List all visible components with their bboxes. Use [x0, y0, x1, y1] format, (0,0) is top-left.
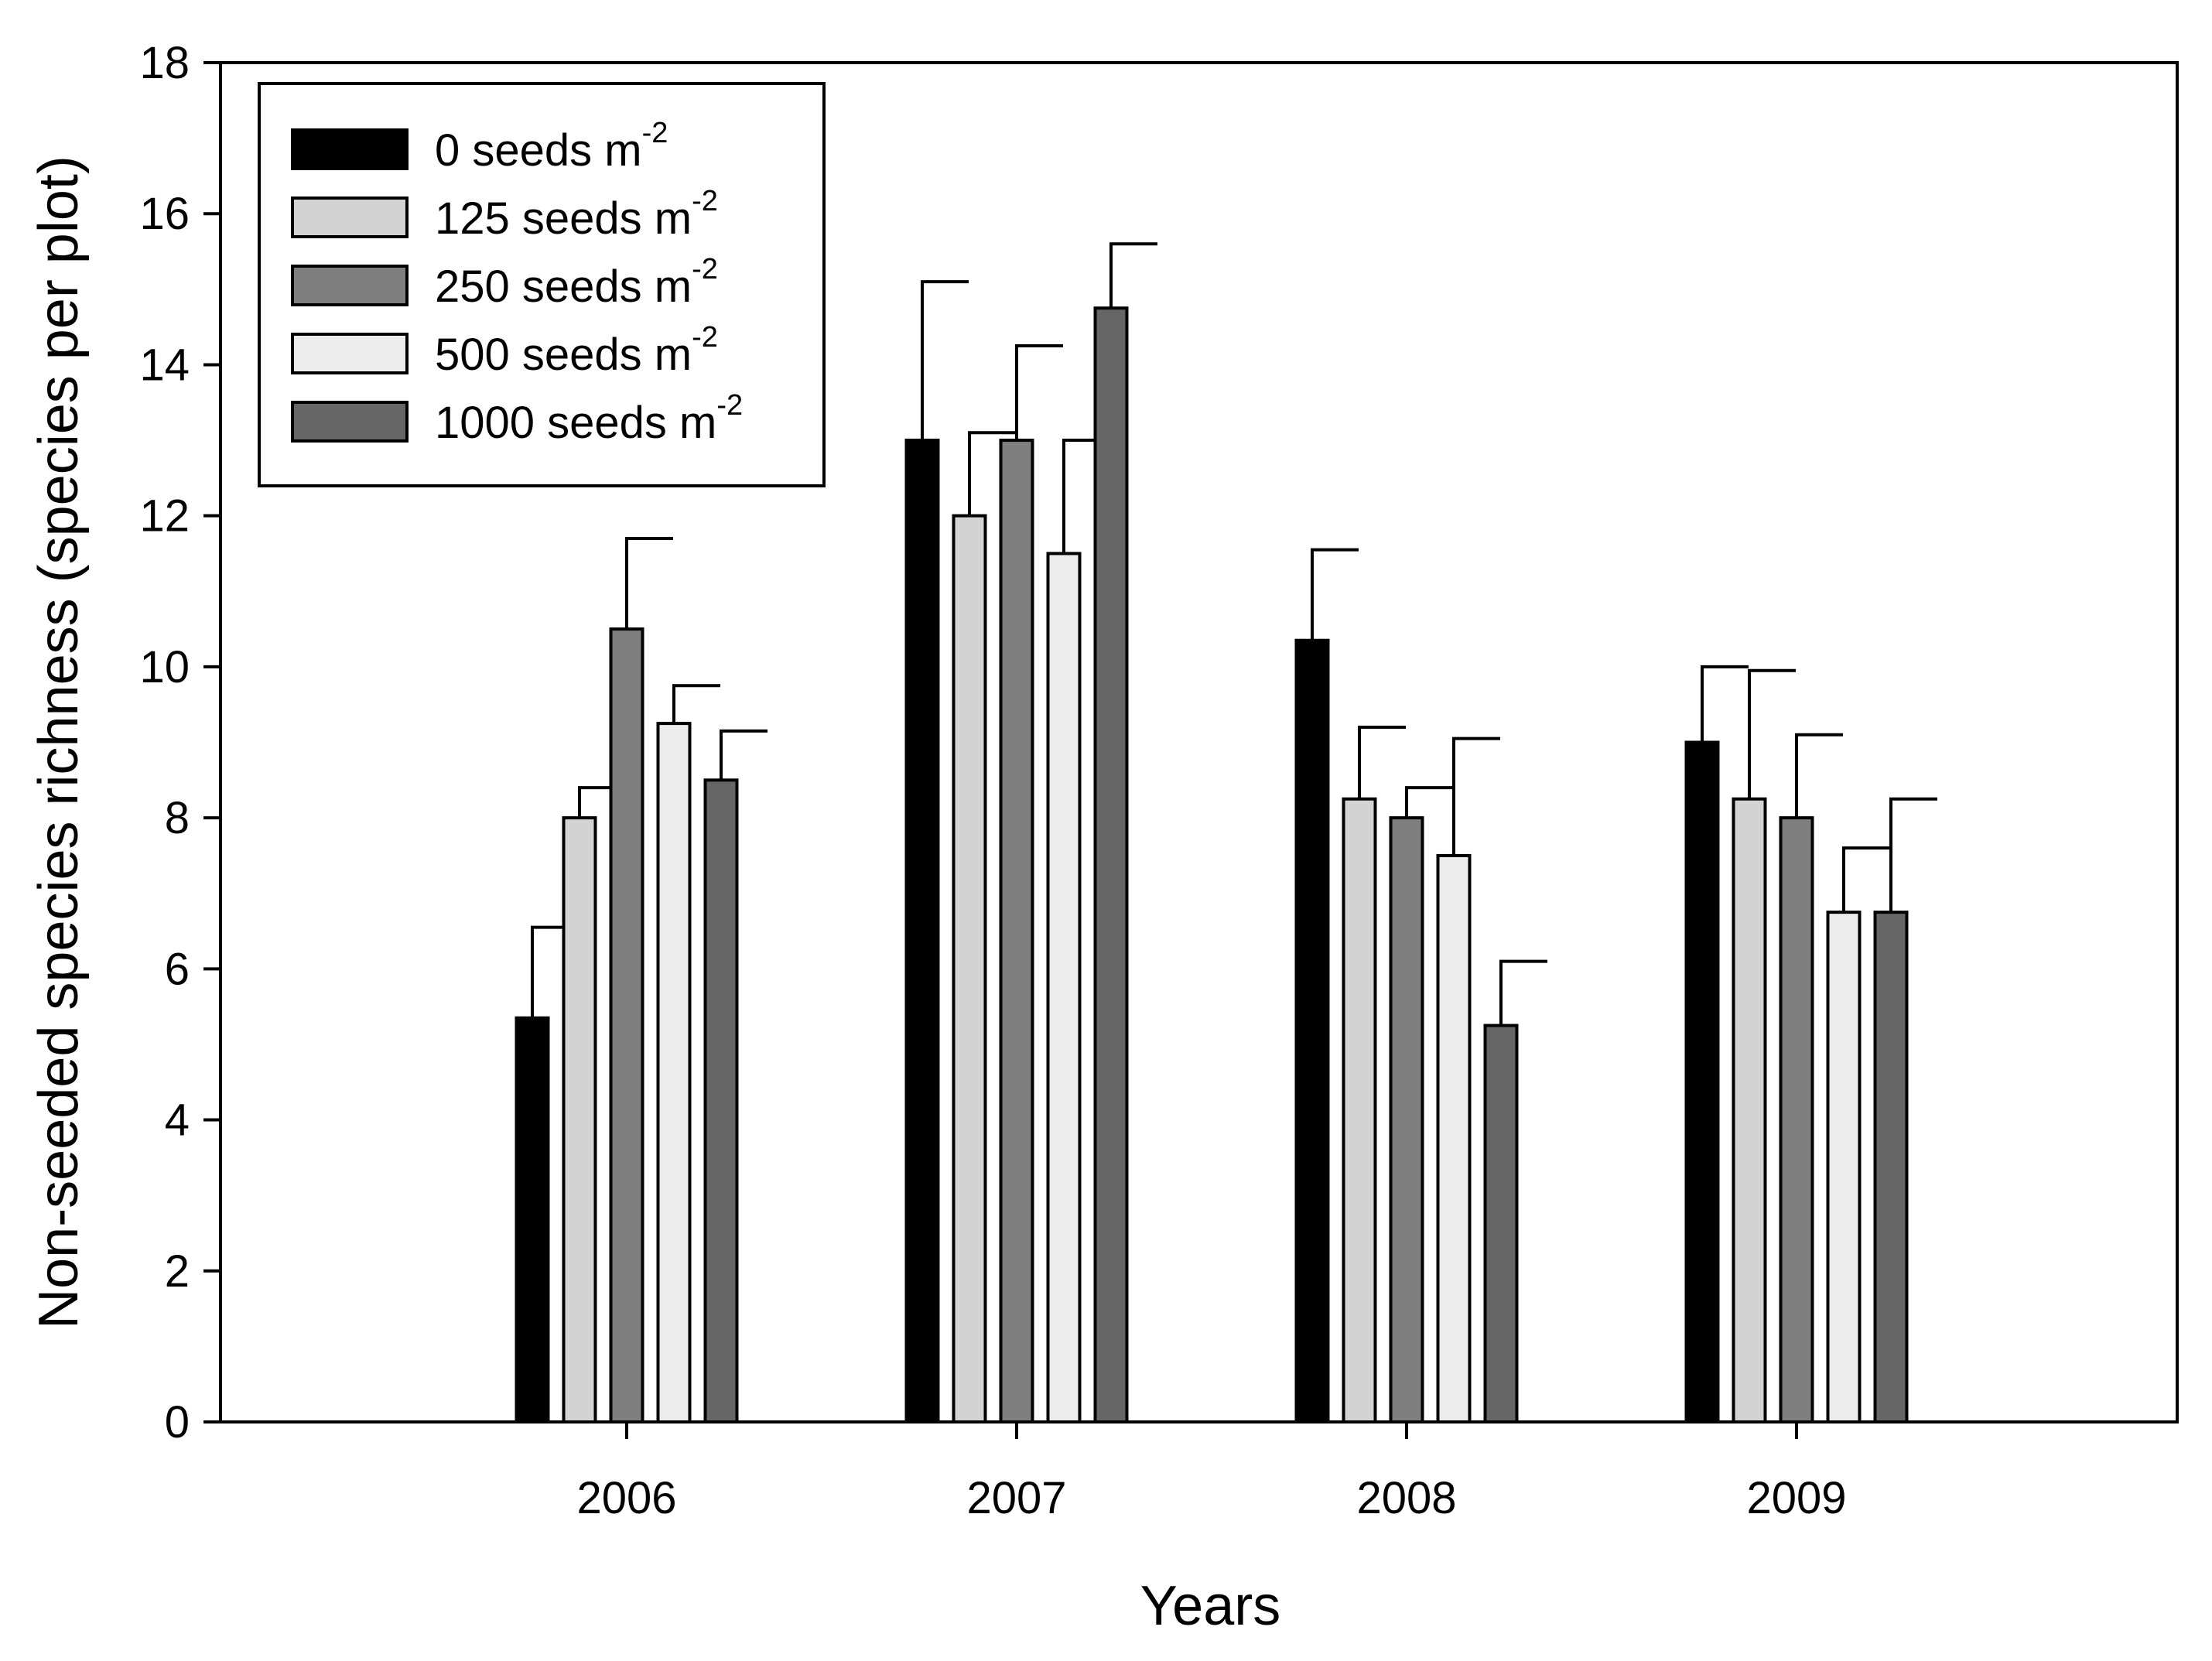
error-bar [1842, 846, 1890, 913]
bar-2006-series-3 [656, 722, 692, 1423]
x-tick-label: 2007 [966, 1473, 1066, 1523]
bar-2008-series-1 [1342, 797, 1377, 1424]
y-tick-label: 6 [165, 944, 190, 994]
legend-label-superscript: -2 [692, 185, 718, 217]
y-tick-label: 18 [139, 38, 190, 88]
bar-2008-series-3 [1436, 853, 1472, 1423]
x-axis: 2006 2007 2008 2009 [576, 1422, 1847, 1523]
error-bar [1405, 786, 1453, 819]
bar-2009-series-2 [1779, 816, 1814, 1423]
legend: 0 seeds m-2 125 seeds m-2 250 seeds m-2 500… [258, 82, 826, 487]
error-bar [1701, 665, 1749, 743]
error-bar [1748, 668, 1796, 799]
legend-label: 250 seeds m-2 [435, 253, 718, 312]
y-tick-label: 8 [165, 793, 190, 843]
legend-label-superscript: -2 [642, 117, 668, 149]
error-bar [625, 536, 673, 630]
y-tick-label: 2 [165, 1246, 190, 1297]
legend-swatch [291, 128, 409, 170]
x-tick-label: 2008 [1356, 1473, 1456, 1523]
y-axis: 0 2 4 6 8 10 12 14 16 18 [139, 38, 221, 1447]
legend-label-superscript: -2 [692, 253, 718, 285]
legend-label: 125 seeds m-2 [435, 185, 718, 244]
bar-2009-series-0 [1684, 740, 1720, 1423]
error-bar [968, 431, 1016, 516]
legend-label-superscript: -2 [716, 389, 743, 422]
error-bar [1452, 737, 1500, 856]
error-bar [1358, 725, 1406, 799]
legend-swatch [291, 333, 409, 374]
y-tick-label: 16 [139, 189, 190, 239]
bars [515, 242, 1937, 1424]
error-bar [1109, 242, 1157, 309]
legend-swatch [291, 197, 409, 238]
x-axis-title: Years [1140, 1575, 1280, 1637]
legend-label: 500 seeds m-2 [435, 321, 718, 380]
error-bar [921, 280, 969, 441]
bar-2009-series-3 [1826, 911, 1862, 1423]
legend-label: 1000 seeds m-2 [435, 389, 743, 448]
error-bar [720, 729, 768, 781]
bar-2006-series-1 [562, 816, 597, 1423]
bar-2006-series-2 [609, 627, 644, 1423]
error-bar [1499, 959, 1547, 1026]
error-bar [1889, 797, 1937, 913]
y-tick-label: 10 [139, 642, 190, 692]
x-tick-label: 2006 [576, 1473, 676, 1523]
bar-2007-series-4 [1093, 306, 1129, 1424]
x-tick-label: 2009 [1746, 1473, 1846, 1523]
error-bar [1311, 548, 1359, 641]
y-tick-label: 12 [139, 491, 190, 542]
bar-2008-series-0 [1294, 638, 1330, 1423]
bar-2009-series-1 [1732, 797, 1767, 1424]
y-axis-title: Non-seeded species richness (species per… [28, 156, 90, 1329]
legend-label: 0 seeds m-2 [435, 117, 668, 176]
plot-frame [219, 61, 2179, 1423]
bar-2006-series-4 [703, 778, 739, 1423]
error-bar [672, 684, 720, 724]
bar-2007-series-1 [952, 514, 987, 1424]
y-tick-label: 14 [139, 340, 190, 390]
bar-2007-series-3 [1046, 552, 1082, 1424]
y-tick-label: 0 [165, 1397, 190, 1447]
legend-swatch [291, 401, 409, 443]
error-bar [1795, 733, 1843, 819]
legend-swatch [291, 265, 409, 306]
y-tick-label: 4 [165, 1095, 190, 1146]
bar-2007-series-0 [904, 439, 940, 1423]
bar-2008-series-2 [1389, 816, 1424, 1423]
bar-2006-series-0 [515, 1016, 550, 1423]
bar-2007-series-2 [999, 439, 1034, 1423]
error-bar [1015, 344, 1063, 441]
bar-2008-series-4 [1483, 1024, 1519, 1423]
bar-2009-series-4 [1873, 911, 1909, 1423]
legend-label-superscript: -2 [692, 321, 718, 354]
